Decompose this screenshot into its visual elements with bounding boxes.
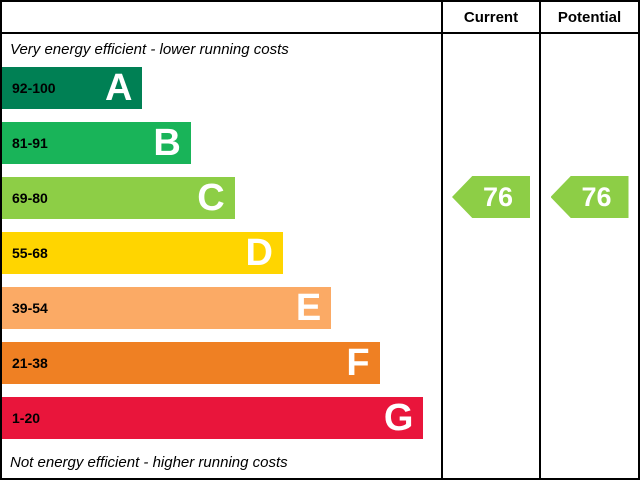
band-f: 21-38 F — [2, 341, 380, 384]
band-letter: C — [197, 176, 225, 219]
band-letter: A — [105, 66, 133, 109]
potential-column: 76 — [539, 34, 638, 478]
band-row-b: 81-91 B — [2, 115, 441, 170]
band-range: 69-80 — [12, 189, 48, 206]
band-row-d: 55-68 D — [2, 225, 441, 280]
band-row-c: 69-80 C — [2, 170, 441, 225]
band-range: 81-91 — [12, 134, 48, 151]
potential-header: Potential — [539, 2, 638, 34]
band-c: 69-80 C — [2, 176, 235, 219]
band-range: 39-54 — [12, 299, 48, 316]
band-range: 1-20 — [12, 409, 41, 426]
potential-rating-arrow-icon: 76 — [550, 176, 629, 218]
band-d: 55-68 D — [2, 231, 283, 274]
band-e: 39-54 E — [2, 286, 332, 329]
bottom-caption: Not energy efficient - higher running co… — [10, 454, 288, 471]
header-spacer — [2, 2, 441, 34]
rating-scale: Very energy efficient - lower running co… — [2, 34, 441, 478]
band-range: 21-38 — [12, 354, 48, 371]
band-b: 81-91 B — [2, 121, 191, 164]
band-row-a: 92-100 A — [2, 60, 441, 115]
band-range: 55-68 — [12, 244, 48, 261]
current-rating-arrow-icon: 76 — [452, 176, 530, 218]
band-row-g: 1-20 G — [2, 390, 441, 445]
band-letter: G — [383, 396, 414, 439]
band-row-e: 39-54 E — [2, 280, 441, 335]
band-letter: E — [295, 286, 322, 329]
band-range: 92-100 — [12, 79, 56, 96]
current-header: Current — [441, 2, 539, 34]
band-g: 1-20 G — [2, 396, 424, 439]
top-caption: Very energy efficient - lower running co… — [10, 41, 289, 58]
band-row-f: 21-38 F — [2, 335, 441, 390]
band-letter: D — [245, 231, 273, 274]
band-a: 92-100 A — [2, 66, 143, 109]
rating-bands: 92-100 A 81-91 B 69-80 C 55-68 D — [2, 60, 441, 445]
potential-rating-value: 76 — [581, 181, 612, 212]
current-column: 76 — [441, 34, 539, 478]
current-rating-value: 76 — [482, 181, 514, 212]
band-letter: F — [346, 341, 370, 384]
band-letter: B — [153, 121, 181, 164]
